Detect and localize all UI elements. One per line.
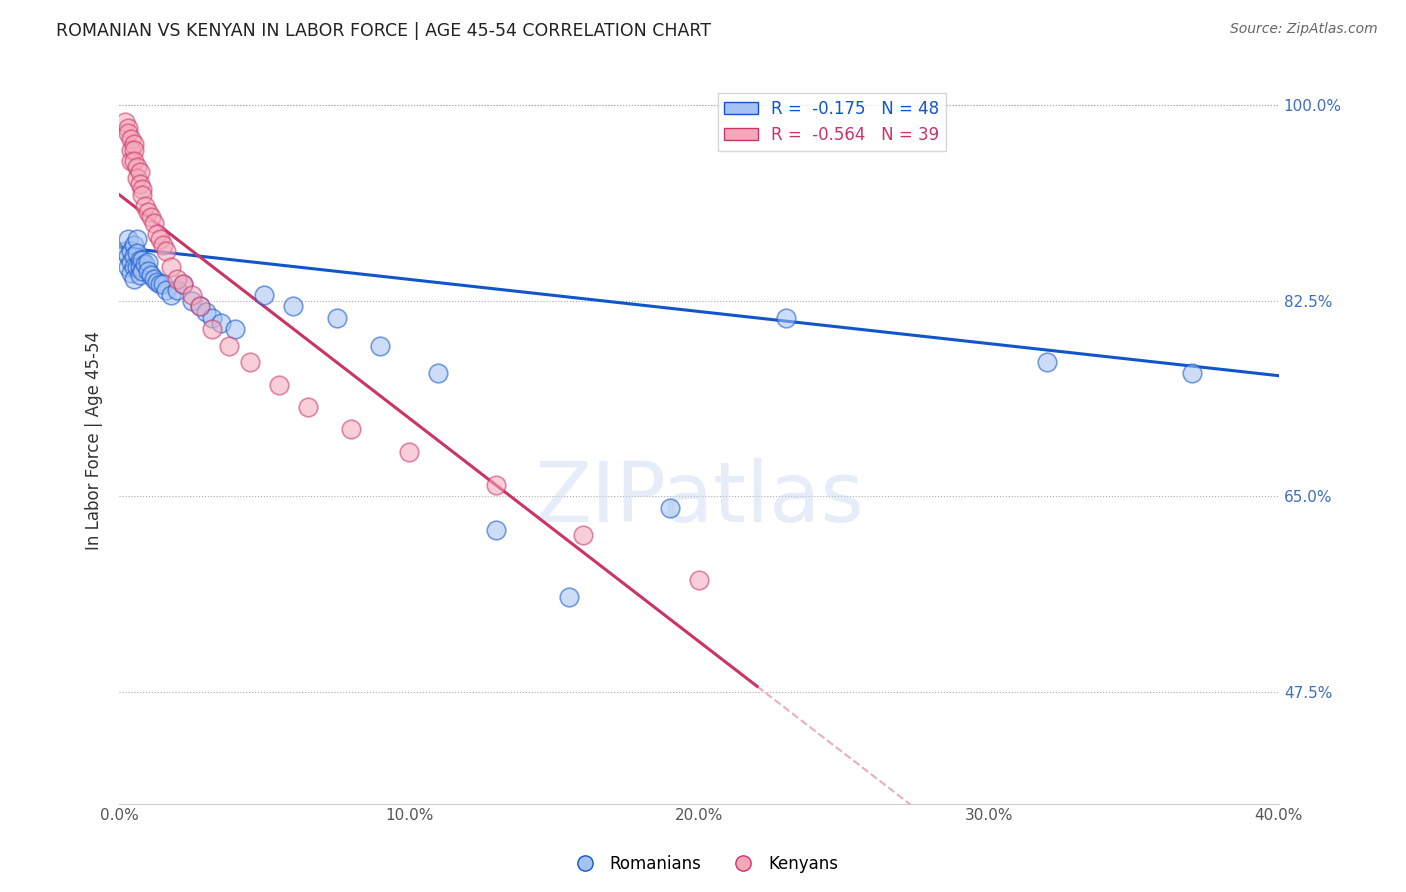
Romanians — [122, 249, 145, 263]
Romanians — [427, 367, 450, 381]
Romanians — [120, 244, 142, 258]
Kenyans — [267, 377, 290, 392]
Kenyans — [160, 260, 183, 275]
Romanians — [557, 590, 579, 604]
Romanians — [131, 252, 153, 267]
Romanians — [155, 283, 177, 297]
Kenyans — [149, 232, 172, 246]
Kenyans — [122, 143, 145, 157]
Romanians — [253, 288, 276, 302]
Kenyans — [485, 478, 508, 492]
Romanians — [122, 238, 145, 252]
Romanians — [136, 263, 159, 277]
Romanians — [114, 244, 136, 258]
Romanians — [209, 316, 232, 330]
Romanians — [659, 500, 682, 515]
Kenyans — [120, 132, 142, 146]
Text: ROMANIAN VS KENYAN IN LABOR FORCE | AGE 45-54 CORRELATION CHART: ROMANIAN VS KENYAN IN LABOR FORCE | AGE … — [56, 22, 711, 40]
Romanians — [122, 260, 145, 275]
Kenyans — [128, 165, 150, 179]
Kenyans — [152, 238, 174, 252]
Romanians — [128, 268, 150, 283]
Romanians — [152, 277, 174, 292]
Romanians — [368, 338, 391, 352]
Romanians — [775, 310, 797, 325]
Kenyans — [141, 210, 163, 224]
Kenyans — [155, 244, 177, 258]
Romanians — [325, 310, 347, 325]
Kenyans — [190, 300, 212, 314]
Text: ZIPatlas: ZIPatlas — [534, 458, 865, 539]
Kenyans — [120, 143, 142, 157]
Kenyans — [146, 227, 169, 241]
Kenyans — [134, 199, 156, 213]
Text: Source: ZipAtlas.com: Source: ZipAtlas.com — [1230, 22, 1378, 37]
Kenyans — [117, 120, 139, 135]
Romanians — [180, 293, 202, 308]
Kenyans — [201, 322, 224, 336]
Romanians — [125, 245, 148, 260]
Kenyans — [117, 126, 139, 140]
Kenyans — [131, 182, 153, 196]
Kenyans — [172, 277, 194, 292]
Kenyans — [125, 171, 148, 186]
Romanians — [141, 268, 163, 283]
Romanians — [117, 232, 139, 246]
Kenyans — [166, 271, 188, 285]
Romanians — [195, 305, 218, 319]
Romanians — [1036, 355, 1059, 369]
Kenyans — [239, 355, 262, 369]
Kenyans — [131, 187, 153, 202]
Romanians — [131, 263, 153, 277]
Romanians — [172, 277, 194, 292]
Romanians — [134, 257, 156, 271]
Kenyans — [143, 216, 166, 230]
Romanians — [128, 260, 150, 275]
Romanians — [122, 271, 145, 285]
Romanians — [146, 275, 169, 289]
Romanians — [117, 260, 139, 275]
Legend: R =  -0.175   N = 48, R =  -0.564   N = 39: R = -0.175 N = 48, R = -0.564 N = 39 — [718, 93, 946, 151]
Kenyans — [120, 154, 142, 169]
Legend: Romanians, Kenyans: Romanians, Kenyans — [561, 848, 845, 880]
Y-axis label: In Labor Force | Age 45-54: In Labor Force | Age 45-54 — [86, 331, 103, 550]
Kenyans — [297, 400, 319, 414]
Romanians — [136, 254, 159, 268]
Romanians — [128, 252, 150, 267]
Romanians — [117, 249, 139, 263]
Romanians — [485, 523, 508, 537]
Kenyans — [125, 160, 148, 174]
Romanians — [1181, 367, 1204, 381]
Romanians — [160, 288, 183, 302]
Romanians — [125, 260, 148, 275]
Kenyans — [128, 177, 150, 191]
Romanians — [120, 254, 142, 268]
Romanians — [120, 266, 142, 280]
Romanians — [224, 322, 246, 336]
Romanians — [166, 283, 188, 297]
Kenyans — [688, 573, 710, 587]
Kenyans — [572, 528, 595, 542]
Romanians — [125, 232, 148, 246]
Romanians — [149, 277, 172, 292]
Kenyans — [122, 154, 145, 169]
Romanians — [201, 310, 224, 325]
Kenyans — [340, 422, 363, 436]
Romanians — [190, 300, 212, 314]
Romanians — [283, 300, 305, 314]
Kenyans — [398, 444, 420, 458]
Romanians — [143, 271, 166, 285]
Kenyans — [122, 137, 145, 152]
Kenyans — [136, 204, 159, 219]
Kenyans — [180, 288, 202, 302]
Kenyans — [114, 115, 136, 129]
Kenyans — [218, 338, 240, 352]
